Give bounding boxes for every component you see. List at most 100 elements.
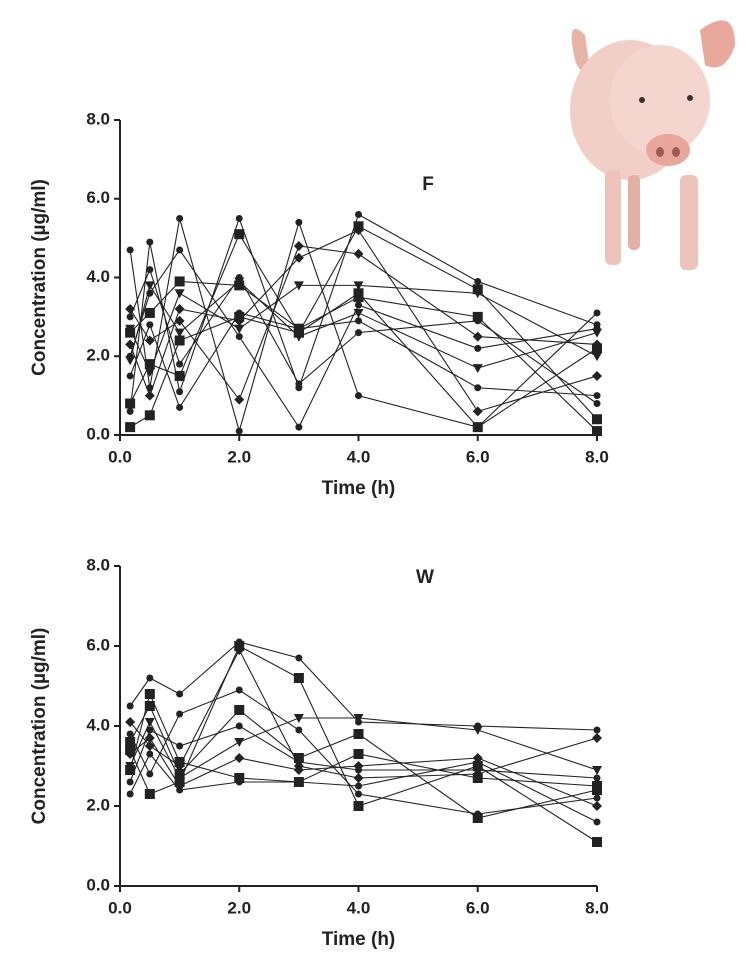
marker [592,343,602,354]
marker [295,423,303,431]
marker [234,394,245,405]
marker [592,801,602,811]
series-line [129,717,598,779]
series-line [129,692,598,787]
series-line [129,218,598,434]
marker [592,766,602,775]
series-line [129,280,598,369]
marker [474,384,482,392]
y-tick-label: 6.0 [86,188,110,207]
marker [234,311,245,322]
marker [592,837,602,847]
marker [593,392,601,400]
y-tick-label: 6.0 [86,635,110,654]
marker [293,753,304,763]
marker [144,718,155,727]
y-tick-label: 2.0 [86,795,110,814]
series-line [129,284,598,374]
marker [144,701,155,711]
marker [474,766,482,774]
marker [146,770,154,778]
marker [592,781,602,791]
y-tick-label: 4.0 [86,267,110,286]
marker [293,252,304,263]
y-tick-label: 0.0 [86,424,110,443]
marker [176,214,184,222]
marker [295,380,303,388]
marker [144,733,155,743]
marker [593,400,601,407]
x-tick-label: 4.0 [347,898,371,917]
marker [126,352,134,360]
marker [592,426,602,437]
marker [355,782,362,790]
marker [235,722,243,730]
chart: 0.0 2.0 4.0 6.0 8.0 0.0 2.0 4.0 6.0 8.0 F Time (h) C… [29,109,609,499]
marker [355,329,362,337]
series-line [129,641,598,731]
marker [146,289,154,297]
marker [144,368,155,377]
marker [353,225,364,236]
marker [174,289,185,299]
marker [353,749,364,759]
series-line [129,213,598,412]
x-tick-label: 8.0 [585,447,609,466]
marker [353,248,364,259]
marker [125,422,136,433]
series-line [129,689,598,815]
series-line [129,229,598,413]
marker [146,750,154,758]
series-line [129,292,598,428]
marker [144,410,155,421]
x-tick-label: 2.0 [227,447,251,466]
marker [174,370,185,381]
series-line [129,725,598,783]
marker [592,414,602,425]
marker [593,309,601,317]
x-tick-label: 0.0 [108,447,132,466]
marker [174,335,185,346]
marker [146,726,154,734]
chart-title: F [422,174,434,195]
marker [593,325,601,333]
marker [174,315,185,326]
x-axis-label: Time (h) [322,478,396,499]
marker [235,333,243,341]
marker [593,818,601,826]
marker [293,777,304,787]
marker [174,276,185,287]
marker [144,281,155,291]
marker [176,710,184,718]
pig-illustration [570,20,735,270]
marker [474,277,482,285]
marker [355,790,362,798]
marker [234,229,245,240]
marker [593,794,601,802]
y-tick-label: 8.0 [86,555,110,574]
marker [355,317,362,325]
marker [472,311,483,322]
marker [125,324,136,334]
marker [472,364,483,374]
marker [126,730,134,738]
marker [125,765,136,775]
marker [474,317,482,325]
marker [353,281,364,291]
marker [176,690,184,698]
marker [472,753,483,763]
marker [355,301,362,309]
y-tick-label: 8.0 [86,109,110,128]
series-line [129,648,598,779]
marker [472,331,483,342]
marker [125,749,136,759]
x-tick-label: 0.0 [108,898,132,917]
x-tick-label: 6.0 [466,898,490,917]
marker [592,370,602,381]
marker [144,390,155,401]
marker [295,726,303,734]
marker [472,422,483,433]
x-tick-label: 6.0 [466,447,490,466]
marker [593,774,601,782]
